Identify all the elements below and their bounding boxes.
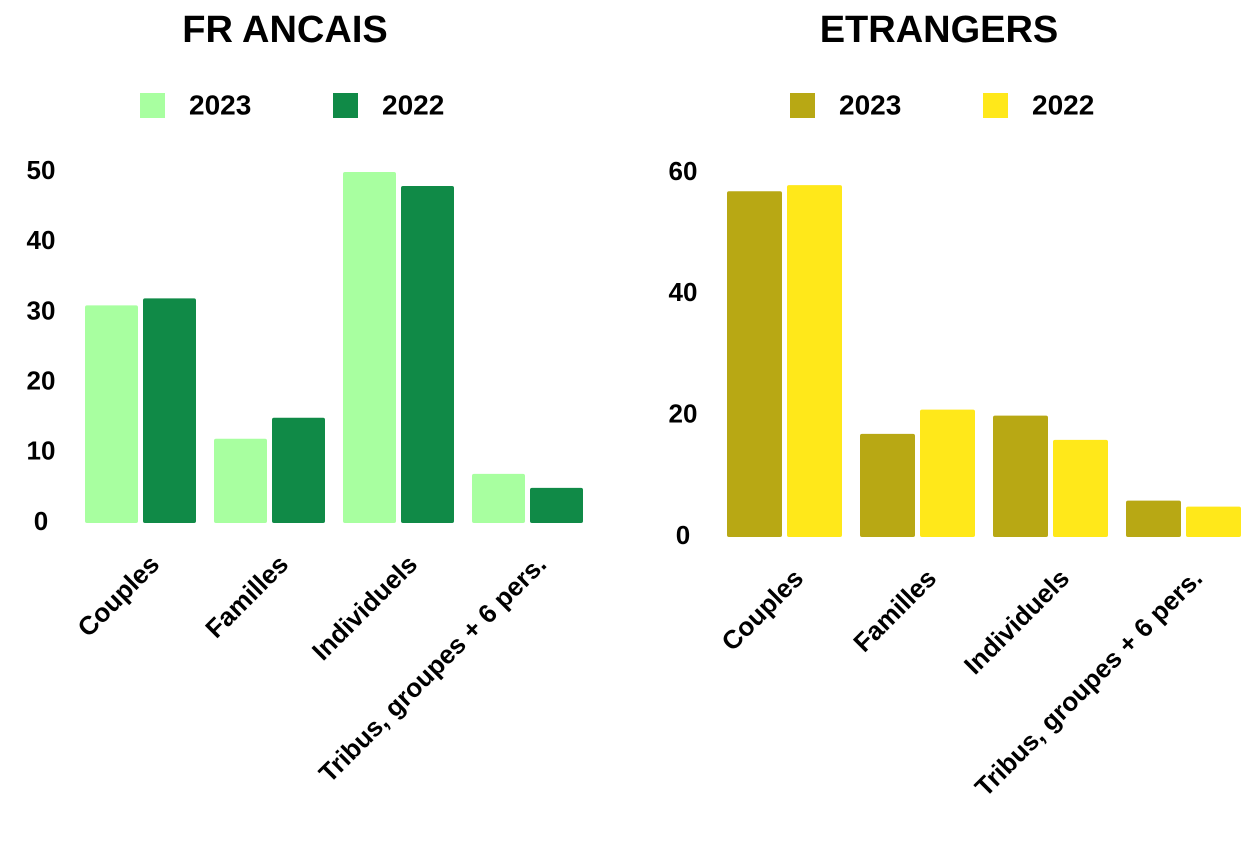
legend-swatch [790, 93, 815, 118]
y-tick-label: 30 [27, 295, 56, 325]
y-tick-label: 40 [27, 225, 56, 255]
x-tick-label: Tribus, groupes + 6 pers. [969, 563, 1208, 802]
legend-label: 2023 [189, 89, 251, 120]
bar [920, 409, 975, 537]
bar [530, 487, 583, 523]
y-tick-label: 20 [669, 399, 698, 429]
bar [472, 473, 525, 523]
legend-swatch [140, 93, 165, 118]
legend-label: 2022 [382, 89, 444, 120]
bar [143, 298, 196, 523]
bar [85, 305, 138, 523]
legend-swatch [333, 93, 358, 118]
y-tick-label: 20 [27, 365, 56, 395]
legend-label: 2022 [1032, 89, 1094, 120]
x-tick-label: Couples [715, 563, 809, 657]
y-tick-label: 60 [669, 156, 698, 186]
bar [727, 191, 782, 537]
y-tick-label: 0 [34, 506, 48, 536]
y-tick-label: 10 [27, 436, 56, 466]
bar [272, 417, 325, 523]
bar [993, 415, 1048, 537]
bar [214, 438, 267, 523]
chart-title: FR ANCAIS [182, 9, 387, 51]
x-tick-label: Familles [199, 549, 294, 644]
x-tick-label: Individuels [958, 563, 1075, 680]
y-tick-label: 0 [676, 520, 690, 550]
legend-label: 2023 [839, 89, 901, 120]
x-tick-label: Tribus, groupes + 6 pers. [313, 549, 552, 788]
bar [787, 185, 842, 537]
x-tick-label: Familles [847, 563, 942, 658]
y-tick-label: 50 [27, 155, 56, 185]
bar [1186, 506, 1241, 537]
legend-swatch [983, 93, 1008, 118]
chart-title: ETRANGERS [820, 9, 1059, 51]
bar [401, 186, 454, 524]
x-tick-label: Individuels [306, 549, 423, 666]
bar [343, 172, 396, 523]
bar [1053, 439, 1108, 537]
bar [860, 433, 915, 537]
bar [1126, 500, 1181, 537]
y-tick-label: 40 [669, 277, 698, 307]
x-tick-label: Couples [71, 549, 165, 643]
